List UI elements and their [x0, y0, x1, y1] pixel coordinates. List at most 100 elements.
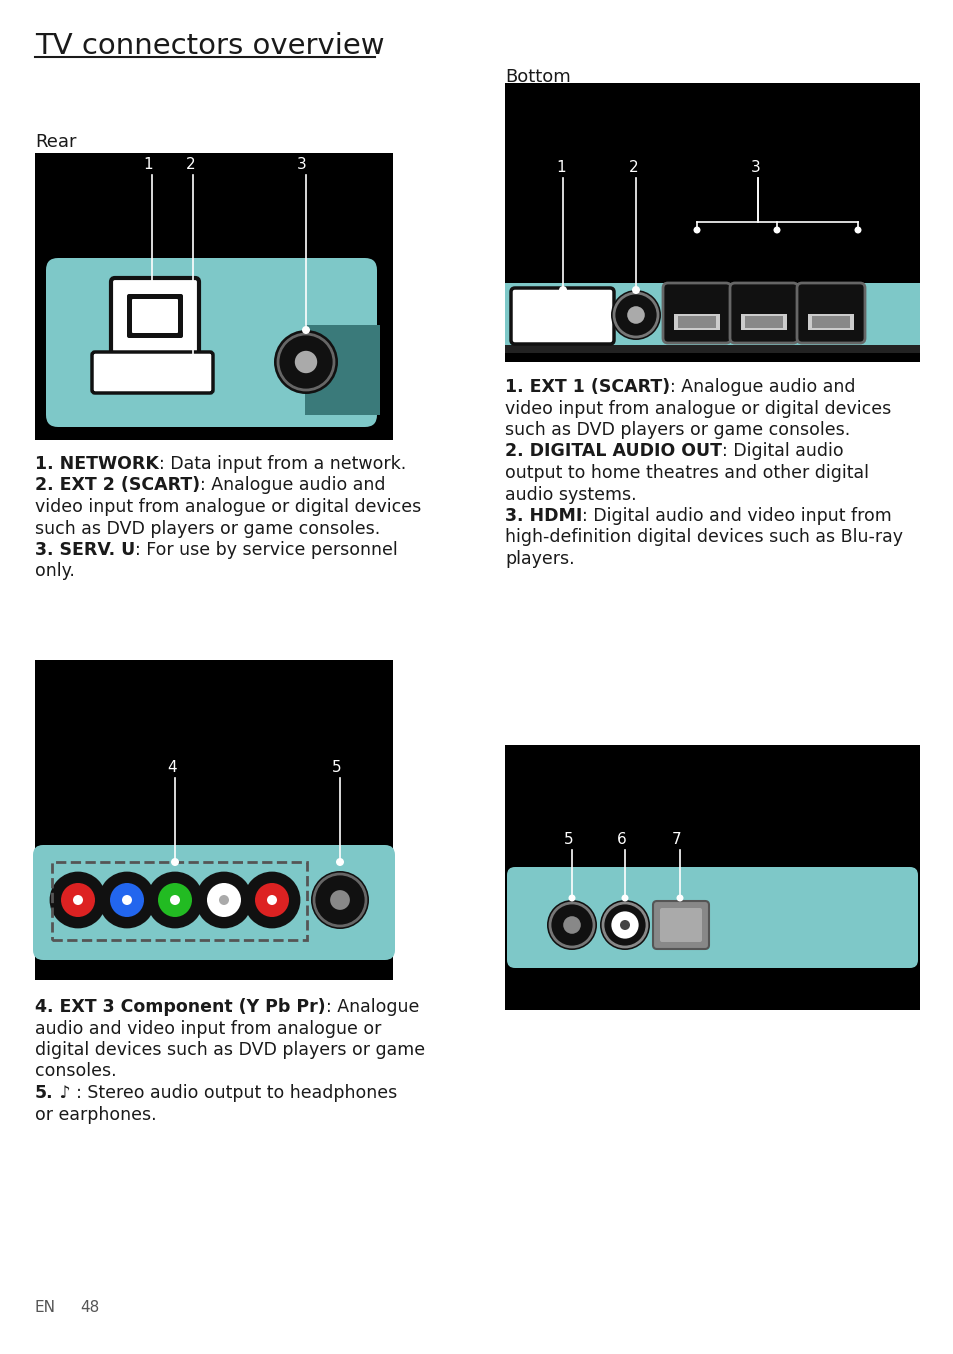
- Text: Rear: Rear: [35, 133, 76, 152]
- Circle shape: [189, 353, 196, 362]
- Text: TV connectors overview: TV connectors overview: [35, 32, 384, 60]
- Circle shape: [610, 290, 660, 340]
- Circle shape: [631, 286, 639, 294]
- Text: : Analogue: : Analogue: [325, 998, 418, 1016]
- Text: 3: 3: [750, 160, 760, 175]
- Bar: [744, 315, 782, 328]
- Circle shape: [110, 883, 144, 917]
- Bar: [807, 314, 853, 330]
- FancyBboxPatch shape: [659, 909, 701, 942]
- Bar: [504, 745, 919, 1010]
- Text: 5.: 5.: [35, 1085, 53, 1102]
- Circle shape: [626, 306, 644, 324]
- Text: 2. DIGITAL AUDIO OUT: 2. DIGITAL AUDIO OUT: [504, 443, 721, 460]
- Bar: [504, 345, 919, 353]
- Circle shape: [51, 873, 105, 927]
- Text: only.: only.: [35, 562, 74, 581]
- Text: 5: 5: [563, 831, 573, 848]
- Text: : Digital audio and video input from: : Digital audio and video input from: [581, 506, 891, 525]
- Text: 7: 7: [672, 831, 681, 848]
- Circle shape: [335, 858, 344, 867]
- Text: output to home theatres and other digital: output to home theatres and other digita…: [504, 464, 868, 482]
- Circle shape: [158, 883, 192, 917]
- Text: 3. SERV. U: 3. SERV. U: [35, 542, 135, 559]
- Circle shape: [330, 890, 350, 910]
- Text: digital devices such as DVD players or game: digital devices such as DVD players or g…: [35, 1041, 425, 1059]
- Circle shape: [274, 330, 337, 394]
- Text: : Analogue audio and: : Analogue audio and: [669, 378, 855, 395]
- Text: 48: 48: [80, 1300, 99, 1315]
- Bar: [811, 315, 849, 328]
- Circle shape: [693, 226, 700, 233]
- Circle shape: [254, 883, 289, 917]
- Circle shape: [562, 917, 580, 934]
- FancyBboxPatch shape: [511, 288, 614, 344]
- Bar: [504, 283, 919, 345]
- Text: 2: 2: [186, 157, 195, 172]
- Text: 5: 5: [332, 760, 341, 774]
- Bar: [740, 314, 786, 330]
- Circle shape: [602, 903, 646, 946]
- FancyBboxPatch shape: [127, 294, 183, 338]
- Text: video input from analogue or digital devices: video input from analogue or digital dev…: [35, 498, 421, 516]
- Text: 4. EXT 3 Component (Y Pb Pr): 4. EXT 3 Component (Y Pb Pr): [35, 998, 325, 1016]
- Circle shape: [122, 895, 132, 904]
- Circle shape: [558, 286, 566, 294]
- Circle shape: [314, 873, 366, 926]
- Text: EN: EN: [35, 1300, 56, 1315]
- Bar: [52, 862, 307, 940]
- Circle shape: [676, 895, 682, 902]
- Text: Bottom: Bottom: [504, 68, 570, 87]
- Circle shape: [61, 883, 95, 917]
- Text: 2: 2: [629, 160, 639, 175]
- Text: : Digital audio: : Digital audio: [721, 443, 842, 460]
- Circle shape: [854, 226, 861, 233]
- Circle shape: [568, 895, 575, 902]
- Text: : For use by service personnel: : For use by service personnel: [135, 542, 397, 559]
- Text: high-definition digital devices such as Blu-ray: high-definition digital devices such as …: [504, 528, 902, 547]
- Circle shape: [219, 895, 229, 904]
- Circle shape: [546, 900, 597, 951]
- Circle shape: [171, 858, 179, 867]
- Text: audio systems.: audio systems.: [504, 486, 636, 504]
- Text: : Data input from a network.: : Data input from a network.: [159, 455, 406, 473]
- Circle shape: [73, 895, 83, 904]
- Bar: [35, 659, 393, 980]
- Text: 3: 3: [296, 157, 307, 172]
- Circle shape: [148, 282, 156, 288]
- Circle shape: [148, 873, 202, 927]
- Text: such as DVD players or game consoles.: such as DVD players or game consoles.: [504, 421, 849, 439]
- Circle shape: [170, 895, 180, 904]
- Text: 1: 1: [556, 160, 565, 175]
- Text: ♪ : Stereo audio output to headphones: ♪ : Stereo audio output to headphones: [53, 1085, 396, 1102]
- Circle shape: [245, 873, 298, 927]
- Circle shape: [294, 351, 316, 374]
- Text: 1. NETWORK: 1. NETWORK: [35, 455, 159, 473]
- Circle shape: [620, 895, 628, 902]
- FancyBboxPatch shape: [111, 278, 199, 353]
- Text: 6: 6: [617, 831, 626, 848]
- Circle shape: [277, 334, 334, 390]
- Text: or earphones.: or earphones.: [35, 1105, 156, 1124]
- FancyBboxPatch shape: [33, 845, 395, 960]
- FancyBboxPatch shape: [91, 352, 213, 393]
- FancyBboxPatch shape: [506, 867, 917, 968]
- Circle shape: [550, 903, 594, 946]
- Bar: [673, 314, 720, 330]
- Circle shape: [611, 911, 638, 938]
- Text: 1. EXT 1 (SCART): 1. EXT 1 (SCART): [504, 378, 669, 395]
- Bar: [678, 315, 716, 328]
- Circle shape: [599, 900, 649, 951]
- FancyBboxPatch shape: [662, 283, 730, 343]
- Circle shape: [302, 326, 310, 334]
- Text: 2. EXT 2 (SCART): 2. EXT 2 (SCART): [35, 477, 200, 494]
- Text: : Analogue audio and: : Analogue audio and: [200, 477, 385, 494]
- FancyBboxPatch shape: [796, 283, 864, 343]
- Circle shape: [100, 873, 153, 927]
- Text: video input from analogue or digital devices: video input from analogue or digital dev…: [504, 399, 890, 417]
- Circle shape: [619, 919, 629, 930]
- FancyBboxPatch shape: [652, 900, 708, 949]
- Text: 1: 1: [143, 157, 152, 172]
- Circle shape: [207, 883, 241, 917]
- Bar: [305, 325, 379, 414]
